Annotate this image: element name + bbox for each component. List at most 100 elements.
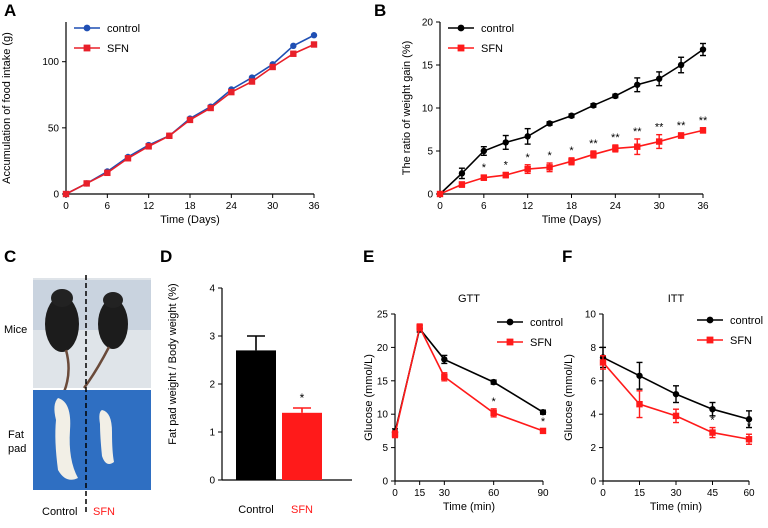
x-tick-label: 18 [566, 201, 578, 212]
data-point-sfn [709, 429, 716, 436]
x-tick-label: 15 [414, 488, 426, 499]
data-point-sfn [441, 373, 448, 380]
y-tick-label: 10 [422, 104, 434, 115]
data-point-sfn [546, 164, 553, 171]
x-tick-label: 30 [439, 488, 451, 499]
fat-pad-photo [33, 390, 151, 490]
data-point-sfn [186, 116, 194, 124]
control-mouse-head [51, 289, 73, 307]
x-axis-title: Time (min) [650, 501, 702, 513]
data-point-sfn [62, 190, 70, 198]
data-point-sfn [590, 151, 597, 158]
sfn-mouse-head [103, 292, 123, 308]
x-tick-label: 6 [105, 201, 111, 212]
data-point-control [539, 408, 547, 416]
x-tick-label: 24 [226, 201, 238, 212]
data-point-sfn [699, 127, 707, 134]
y-tick-label: 0 [590, 477, 596, 488]
row-label-mice: Mice [4, 324, 27, 336]
y-tick-label: 10 [377, 410, 389, 421]
panel-label-e: E [363, 247, 374, 266]
significance-mark: ** [589, 138, 598, 150]
sfn-mouse-tail [82, 346, 111, 389]
data-point-sfn [391, 431, 399, 438]
panel-label-f: F [562, 247, 572, 266]
data-point-sfn [104, 169, 111, 177]
legend-marker [457, 24, 465, 32]
data-point-sfn [228, 88, 235, 96]
data-point-sfn [480, 174, 488, 181]
control-mouse-tail [62, 349, 70, 393]
x-tick-label: 24 [610, 201, 622, 212]
data-point-sfn [436, 190, 444, 198]
x-axis-title: Time (min) [443, 501, 495, 513]
data-point-sfn [124, 155, 132, 162]
y-tick-label: 0 [53, 190, 59, 201]
x-tick-label: 36 [697, 201, 709, 212]
panel-label-d: D [160, 247, 172, 266]
y-tick-label: 0 [427, 190, 433, 201]
data-point-control [524, 133, 531, 140]
series-line-control [65, 34, 315, 195]
legend-label: SFN [107, 43, 129, 55]
chart-b: 0 6 12 18 24 30 36 0 5 10 15 20 Time (Days) The ratio… [401, 18, 709, 227]
y-tick-label: 10 [585, 310, 597, 321]
y-tick-label: 20 [377, 343, 389, 354]
legend-label: control [107, 23, 140, 35]
data-point-control [480, 147, 488, 155]
legend-marker [457, 44, 465, 52]
data-point-sfn [166, 132, 173, 139]
data-point-sfn [634, 143, 641, 150]
data-point-sfn [568, 158, 575, 165]
series-line-control [394, 326, 544, 433]
series-line-sfn [394, 325, 544, 435]
panel-label-a: A [4, 1, 16, 20]
y-tick-label: 3 [209, 332, 215, 343]
data-point-sfn [636, 400, 643, 408]
chart-a: 0 6 12 18 24 30 36 0 50 100 Time (Days) Accumulatio… [1, 22, 320, 226]
data-point-control [672, 390, 680, 398]
y-tick-label: 0 [209, 476, 215, 487]
significance-mark: * [541, 416, 546, 428]
significance-mark: * [547, 150, 552, 162]
y-axis-title: The ratio of weight gain (%) [401, 41, 413, 176]
data-point-control [290, 42, 297, 50]
legend-marker [83, 44, 91, 52]
x-tick-label: 60 [743, 488, 755, 499]
significance-mark: ** [655, 122, 664, 134]
y-tick-label: 15 [422, 61, 434, 72]
significance-mark: * [300, 391, 305, 405]
data-point-control [568, 112, 575, 119]
significance-mark: * [504, 160, 509, 172]
data-point-control [590, 102, 597, 109]
legend-marker [83, 24, 91, 32]
legend-label: SFN [730, 335, 752, 347]
data-point-control [458, 170, 466, 177]
data-point-sfn [83, 180, 90, 187]
x-axis-title: Time (Days) [542, 214, 601, 226]
y-tick-label: 8 [590, 343, 596, 354]
x-tick-label: 30 [670, 488, 682, 499]
y-tick-label: 2 [209, 380, 215, 391]
data-point-sfn [145, 143, 152, 150]
data-point-sfn [207, 104, 214, 112]
data-point-control [655, 75, 663, 82]
y-tick-label: 2 [590, 443, 596, 454]
data-point-control [677, 61, 685, 69]
data-point-control [502, 139, 509, 146]
data-point-control [490, 378, 497, 386]
x-tick-label: 30 [654, 201, 666, 212]
data-point-sfn [745, 436, 753, 443]
y-axis-title: Accumulation of food intake (g) [1, 32, 13, 184]
x-tick-label: 6 [481, 201, 487, 212]
legend-label: SFN [481, 43, 503, 55]
y-tick-label: 20 [422, 18, 434, 29]
data-point-sfn [677, 132, 685, 139]
data-point-control [709, 405, 716, 413]
x-tick-label: 0 [392, 488, 398, 499]
data-point-control [441, 356, 448, 363]
category-label: Control [238, 504, 273, 516]
data-point-sfn [458, 181, 466, 188]
x-tick-label: 0 [437, 201, 443, 212]
y-tick-label: 0 [382, 477, 388, 488]
